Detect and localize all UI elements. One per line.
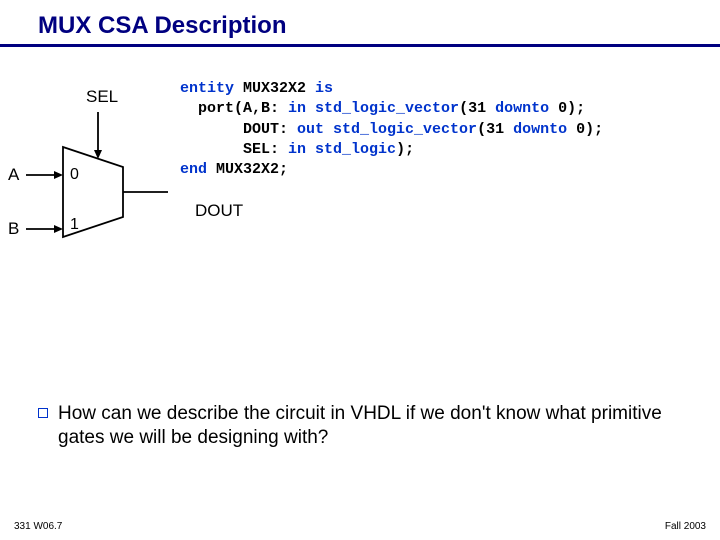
input-b-label: B [8, 219, 19, 239]
code-t: port(A,B: [180, 100, 288, 117]
dout-label: DOUT [195, 201, 243, 221]
mux-one: 1 [70, 216, 79, 233]
bullet-icon [38, 408, 48, 418]
kw-in-sl: in std_logic [288, 141, 396, 158]
a-arrow [54, 171, 63, 179]
kw-downto: downto [495, 100, 558, 117]
mux-svg: 0 1 [8, 87, 168, 267]
code-t: MUX32X2 [243, 80, 315, 97]
question-row: How can we describe the circuit in VHDL … [38, 402, 700, 451]
footer-right: Fall 2003 [665, 521, 706, 532]
code-t: ); [396, 141, 414, 158]
kw-end: end [180, 161, 216, 178]
content-area: SEL A B 0 1 DOUT entity MUX32X2 is port(… [0, 47, 720, 487]
code-t: 0); [576, 121, 603, 138]
kw-out-slv: out std_logic_vector [297, 121, 477, 138]
title-bar: MUX CSA Description [0, 0, 720, 47]
footer-left: 331 W06.7 [14, 521, 62, 532]
question-text: How can we describe the circuit in VHDL … [58, 402, 700, 451]
page-title: MUX CSA Description [38, 12, 720, 40]
code-t: (31 [477, 121, 513, 138]
code-t: MUX32X2; [216, 161, 288, 178]
input-a-label: A [8, 165, 19, 185]
code-t: 0); [558, 100, 585, 117]
code-t: (31 [459, 100, 495, 117]
sel-label: SEL [86, 87, 118, 107]
b-arrow [54, 225, 63, 233]
code-t: SEL: [180, 141, 288, 158]
mux-zero: 0 [70, 166, 79, 183]
code-t: DOUT: [180, 121, 297, 138]
mux-diagram: SEL A B 0 1 [8, 87, 168, 267]
kw-downto2: downto [513, 121, 576, 138]
vhdl-code: entity MUX32X2 is port(A,B: in std_logic… [180, 79, 603, 180]
kw-in-slv: in std_logic_vector [288, 100, 459, 117]
kw-is: is [315, 80, 333, 97]
kw-entity: entity [180, 80, 243, 97]
